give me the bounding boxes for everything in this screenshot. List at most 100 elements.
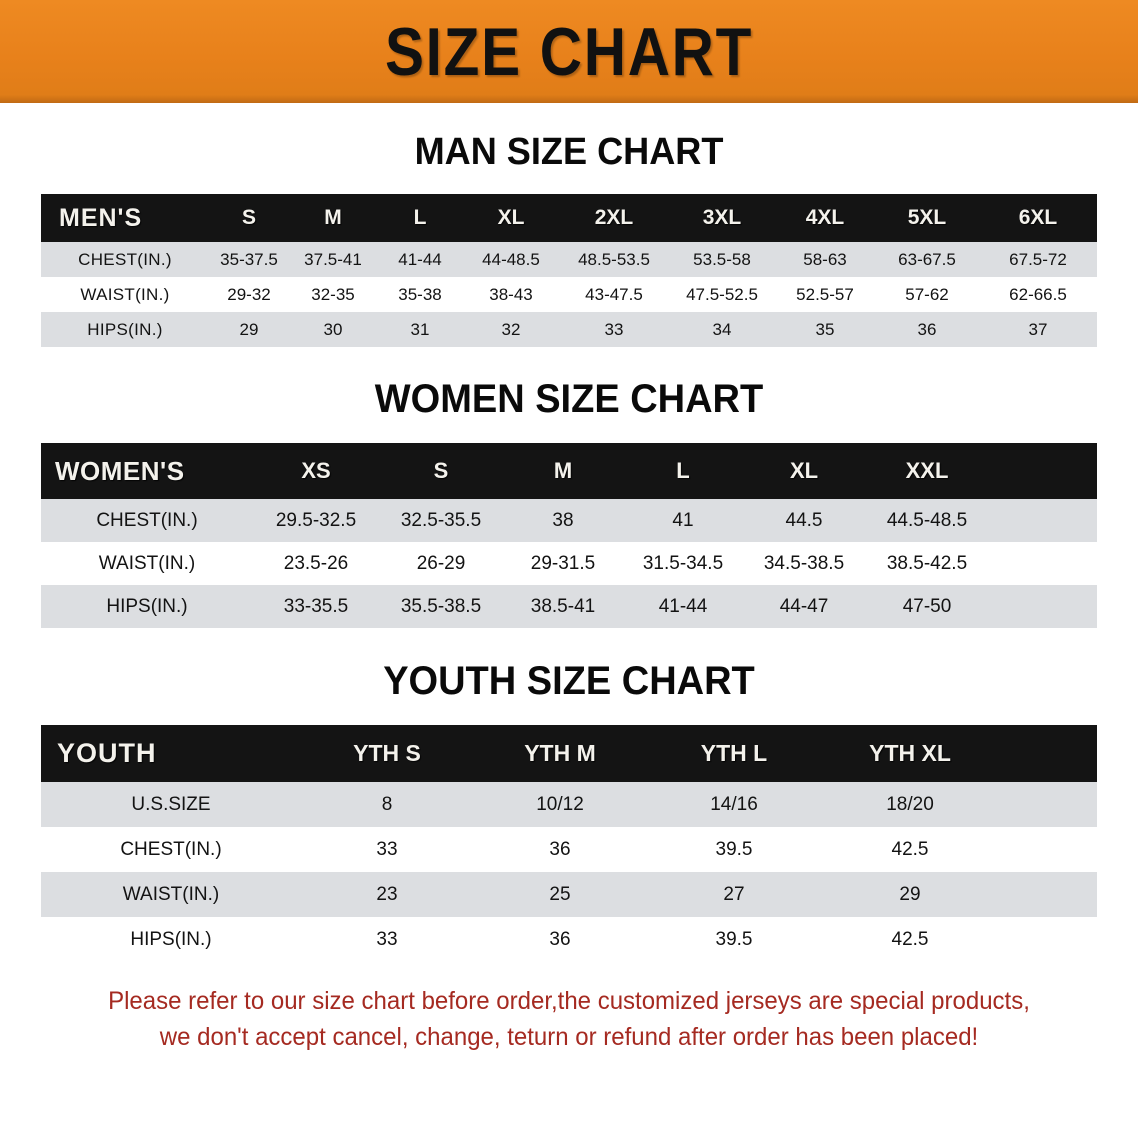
man-header-cell-9: 6XL bbox=[979, 194, 1097, 242]
page-banner: SIZE CHART bbox=[0, 0, 1138, 103]
women-header-cell-3: M bbox=[503, 443, 623, 499]
man-cell-chest-s: 35-37.5 bbox=[209, 242, 289, 277]
table-row: WAIST(IN.) 23.5-26 26-29 29-31.5 31.5-34… bbox=[41, 542, 1097, 585]
women-cell-hips-xxl: 47-50 bbox=[865, 585, 989, 628]
youth-cell-chest-s: 33 bbox=[301, 827, 473, 872]
women-header-cell-2: S bbox=[379, 443, 503, 499]
youth-cell-ussize-s: 8 bbox=[301, 782, 473, 827]
youth-row-label-ussize: U.S.SIZE bbox=[41, 782, 301, 827]
man-cell-hips-xl: 32 bbox=[463, 312, 559, 347]
youth-cell-ussize-pad bbox=[999, 782, 1097, 827]
man-header-cell-0: MEN'S bbox=[41, 194, 209, 242]
youth-cell-ussize-l: 14/16 bbox=[647, 782, 821, 827]
youth-cell-waist-m: 25 bbox=[473, 872, 647, 917]
youth-header-cell-3: YTH L bbox=[647, 725, 821, 782]
man-cell-chest-3xl: 53.5-58 bbox=[669, 242, 775, 277]
man-cell-hips-s: 29 bbox=[209, 312, 289, 347]
youth-header-cell-2: YTH M bbox=[473, 725, 647, 782]
youth-cell-waist-xl: 29 bbox=[821, 872, 999, 917]
man-cell-chest-l: 41-44 bbox=[377, 242, 463, 277]
women-header-cell-4: L bbox=[623, 443, 743, 499]
youth-row-label-chest: CHEST(IN.) bbox=[41, 827, 301, 872]
youth-header-cell-5 bbox=[999, 725, 1097, 782]
youth-size-table: YOUTH YTH S YTH M YTH L YTH XL U.S.SIZE … bbox=[41, 725, 1097, 962]
man-cell-hips-l: 31 bbox=[377, 312, 463, 347]
women-cell-waist-xxl: 38.5-42.5 bbox=[865, 542, 989, 585]
women-cell-waist-xs: 23.5-26 bbox=[253, 542, 379, 585]
man-cell-waist-3xl: 47.5-52.5 bbox=[669, 277, 775, 312]
women-row-label-chest: CHEST(IN.) bbox=[41, 499, 253, 542]
women-header-cell-0: WOMEN'S bbox=[41, 443, 253, 499]
man-row-label-chest: CHEST(IN.) bbox=[41, 242, 209, 277]
man-cell-hips-5xl: 36 bbox=[875, 312, 979, 347]
women-cell-chest-xl: 44.5 bbox=[743, 499, 865, 542]
youth-cell-hips-m: 36 bbox=[473, 917, 647, 962]
youth-table-header-row: YOUTH YTH S YTH M YTH L YTH XL bbox=[41, 725, 1097, 782]
women-row-label-waist: WAIST(IN.) bbox=[41, 542, 253, 585]
man-header-cell-6: 3XL bbox=[669, 194, 775, 242]
man-size-table: MEN'S S M L XL 2XL 3XL 4XL 5XL 6XL CHEST… bbox=[41, 194, 1097, 347]
man-cell-chest-xl: 44-48.5 bbox=[463, 242, 559, 277]
man-section-title: MAN SIZE CHART bbox=[414, 131, 724, 173]
youth-cell-chest-xl: 42.5 bbox=[821, 827, 999, 872]
table-row: HIPS(IN.) 33 36 39.5 42.5 bbox=[41, 917, 1097, 962]
disclaimer-note: Please refer to our size chart before or… bbox=[55, 984, 1082, 1055]
man-header-cell-4: XL bbox=[463, 194, 559, 242]
youth-cell-hips-pad bbox=[999, 917, 1097, 962]
man-cell-hips-6xl: 37 bbox=[979, 312, 1097, 347]
man-cell-waist-xl: 38-43 bbox=[463, 277, 559, 312]
table-row: CHEST(IN.) 33 36 39.5 42.5 bbox=[41, 827, 1097, 872]
women-cell-hips-l: 41-44 bbox=[623, 585, 743, 628]
women-cell-waist-xl: 34.5-38.5 bbox=[743, 542, 865, 585]
youth-header-cell-0: YOUTH bbox=[41, 725, 301, 782]
women-cell-waist-pad bbox=[989, 542, 1097, 585]
man-cell-waist-s: 29-32 bbox=[209, 277, 289, 312]
youth-header-cell-4: YTH XL bbox=[821, 725, 999, 782]
women-header-cell-5: XL bbox=[743, 443, 865, 499]
women-cell-chest-s: 32.5-35.5 bbox=[379, 499, 503, 542]
youth-cell-hips-s: 33 bbox=[301, 917, 473, 962]
disclaimer-line-1: Please refer to our size chart before or… bbox=[108, 987, 1030, 1015]
man-cell-hips-3xl: 34 bbox=[669, 312, 775, 347]
youth-cell-waist-pad bbox=[999, 872, 1097, 917]
women-cell-chest-pad bbox=[989, 499, 1097, 542]
women-cell-hips-s: 35.5-38.5 bbox=[379, 585, 503, 628]
women-cell-hips-xl: 44-47 bbox=[743, 585, 865, 628]
youth-cell-hips-l: 39.5 bbox=[647, 917, 821, 962]
youth-cell-waist-s: 23 bbox=[301, 872, 473, 917]
man-header-cell-1: S bbox=[209, 194, 289, 242]
man-cell-chest-2xl: 48.5-53.5 bbox=[559, 242, 669, 277]
youth-section-title: YOUTH SIZE CHART bbox=[383, 659, 755, 703]
man-cell-chest-6xl: 67.5-72 bbox=[979, 242, 1097, 277]
man-cell-hips-4xl: 35 bbox=[775, 312, 875, 347]
table-row: CHEST(IN.) 35-37.5 37.5-41 41-44 44-48.5… bbox=[41, 242, 1097, 277]
man-cell-chest-4xl: 58-63 bbox=[775, 242, 875, 277]
youth-cell-chest-pad bbox=[999, 827, 1097, 872]
man-cell-waist-6xl: 62-66.5 bbox=[979, 277, 1097, 312]
man-cell-hips-2xl: 33 bbox=[559, 312, 669, 347]
table-row: WAIST(IN.) 23 25 27 29 bbox=[41, 872, 1097, 917]
table-row: HIPS(IN.) 33-35.5 35.5-38.5 38.5-41 41-4… bbox=[41, 585, 1097, 628]
women-cell-chest-xxl: 44.5-48.5 bbox=[865, 499, 989, 542]
man-header-cell-5: 2XL bbox=[559, 194, 669, 242]
table-row: HIPS(IN.) 29 30 31 32 33 34 35 36 37 bbox=[41, 312, 1097, 347]
man-row-label-hips: HIPS(IN.) bbox=[41, 312, 209, 347]
youth-row-label-waist: WAIST(IN.) bbox=[41, 872, 301, 917]
women-cell-hips-m: 38.5-41 bbox=[503, 585, 623, 628]
women-table-header-row: WOMEN'S XS S M L XL XXL bbox=[41, 443, 1097, 499]
women-cell-waist-l: 31.5-34.5 bbox=[623, 542, 743, 585]
youth-cell-ussize-xl: 18/20 bbox=[821, 782, 999, 827]
table-row: CHEST(IN.) 29.5-32.5 32.5-35.5 38 41 44.… bbox=[41, 499, 1097, 542]
women-cell-chest-m: 38 bbox=[503, 499, 623, 542]
youth-cell-waist-l: 27 bbox=[647, 872, 821, 917]
women-header-cell-7 bbox=[989, 443, 1097, 499]
women-cell-hips-pad bbox=[989, 585, 1097, 628]
women-size-table: WOMEN'S XS S M L XL XXL CHEST(IN.) 29.5-… bbox=[41, 443, 1097, 628]
man-header-cell-3: L bbox=[377, 194, 463, 242]
man-cell-waist-2xl: 43-47.5 bbox=[559, 277, 669, 312]
man-cell-waist-m: 32-35 bbox=[289, 277, 377, 312]
table-row: WAIST(IN.) 29-32 32-35 35-38 38-43 43-47… bbox=[41, 277, 1097, 312]
youth-row-label-hips: HIPS(IN.) bbox=[41, 917, 301, 962]
man-table-header-row: MEN'S S M L XL 2XL 3XL 4XL 5XL 6XL bbox=[41, 194, 1097, 242]
man-header-cell-7: 4XL bbox=[775, 194, 875, 242]
